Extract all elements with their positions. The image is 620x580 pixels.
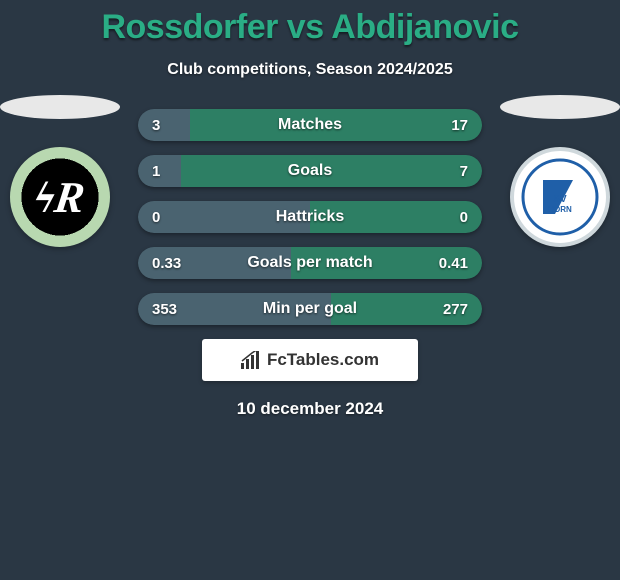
stat-bar-right bbox=[291, 247, 482, 279]
stat-bar-right bbox=[181, 155, 482, 187]
stat-row: Matches317 bbox=[138, 109, 482, 141]
stat-row: Min per goal353277 bbox=[138, 293, 482, 325]
page-title: Rossdorfer vs Abdijanovic bbox=[0, 0, 620, 47]
attribution-badge: FcTables.com bbox=[202, 339, 418, 381]
attribution-text: FcTables.com bbox=[267, 350, 379, 370]
stat-bar-left bbox=[138, 155, 181, 187]
stat-bar-right bbox=[331, 293, 482, 325]
stat-bar-left bbox=[138, 293, 331, 325]
right-team-block: SV HORN bbox=[500, 95, 620, 247]
stat-bar bbox=[138, 201, 482, 233]
chart-icon bbox=[241, 351, 261, 369]
stat-bar bbox=[138, 109, 482, 141]
stat-bar-left bbox=[138, 201, 310, 233]
stat-bar-left bbox=[138, 109, 190, 141]
stat-bar-right bbox=[190, 109, 482, 141]
svg-text:SV: SV bbox=[553, 194, 567, 205]
stat-row: Goals17 bbox=[138, 155, 482, 187]
sv-horn-logo-icon: SV HORN bbox=[521, 158, 599, 236]
right-team-badge: SV HORN bbox=[510, 147, 610, 247]
stat-row: Hattricks00 bbox=[138, 201, 482, 233]
stat-row: Goals per match0.330.41 bbox=[138, 247, 482, 279]
comparison-content: ϟR SV HORN Matches317 Goals17 Hattricks00 G… bbox=[0, 109, 620, 419]
player-silhouette-left bbox=[0, 95, 120, 119]
subtitle: Club competitions, Season 2024/2025 bbox=[0, 61, 620, 79]
stats-list: Matches317 Goals17 Hattricks00 Goals per ma… bbox=[138, 109, 482, 325]
stat-bar-right bbox=[310, 201, 482, 233]
stat-bar bbox=[138, 247, 482, 279]
left-team-block: ϟR bbox=[0, 95, 120, 247]
sv-ried-logo-mark: ϟR bbox=[32, 172, 88, 223]
left-team-badge: ϟR bbox=[10, 147, 110, 247]
stat-bar bbox=[138, 155, 482, 187]
date-text: 10 december 2024 bbox=[0, 399, 620, 419]
stat-bar-left bbox=[138, 247, 291, 279]
player-silhouette-right bbox=[500, 95, 620, 119]
stat-bar bbox=[138, 293, 482, 325]
svg-text:HORN: HORN bbox=[548, 205, 572, 214]
